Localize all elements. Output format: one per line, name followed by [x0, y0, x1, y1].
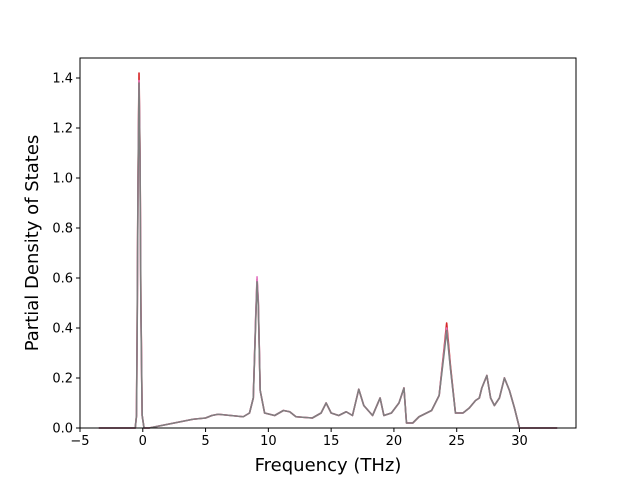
y-tick-label: 1.4 [52, 72, 73, 87]
x-axis-ticks: −5 0 5 10 15 20 25 30 [70, 428, 528, 449]
y-tick-label: 1.0 [52, 172, 73, 187]
x-tick-label: 15 [323, 434, 340, 449]
plot-area [80, 58, 576, 428]
y-axis-ticks: 0.0 0.2 0.4 0.6 0.8 1.0 1.2 1.4 [52, 72, 80, 437]
x-tick-label: 30 [511, 434, 528, 449]
y-tick-label: 0.2 [52, 372, 73, 387]
x-tick-label: −5 [70, 434, 89, 449]
x-tick-label: 10 [260, 434, 277, 449]
y-tick-label: 1.2 [52, 122, 73, 137]
y-tick-label: 0.8 [52, 222, 73, 237]
x-tick-label: 5 [201, 434, 209, 449]
series-layer [98, 72, 558, 429]
x-axis-label: Frequency (THz) [255, 455, 402, 476]
y-tick-label: 0.0 [52, 422, 73, 437]
y-tick-label: 0.4 [52, 322, 73, 337]
x-tick-label: 25 [448, 434, 465, 449]
axes-frame [79, 57, 577, 429]
x-tick-label: 0 [139, 434, 147, 449]
x-tick-label: 20 [386, 434, 403, 449]
y-tick-label: 0.6 [52, 272, 73, 287]
series-line-2 [98, 82, 558, 429]
y-axis-label: Partial Density of States [22, 135, 43, 352]
